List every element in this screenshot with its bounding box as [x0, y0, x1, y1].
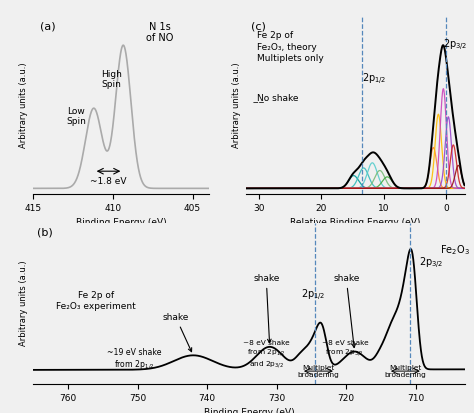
Text: Multiplet
broadening: Multiplet broadening [298, 365, 339, 378]
Text: ~19 eV shake
from 2p$_{1/2}$: ~19 eV shake from 2p$_{1/2}$ [107, 348, 161, 371]
Text: N 1s
of NO: N 1s of NO [146, 22, 173, 43]
Text: (b): (b) [37, 228, 53, 238]
Text: 2p$_{3/2}$: 2p$_{3/2}$ [419, 256, 444, 271]
Text: shake: shake [253, 274, 280, 343]
Text: Fe 2p of
Fe₂O₃ experiment: Fe 2p of Fe₂O₃ experiment [56, 291, 136, 311]
Text: Low
Spin: Low Spin [66, 107, 86, 126]
X-axis label: Binding Energy (eV): Binding Energy (eV) [203, 408, 294, 413]
Text: 2p$_{3/2}$: 2p$_{3/2}$ [443, 38, 467, 53]
Text: ~1.8 eV: ~1.8 eV [90, 177, 127, 186]
Text: (a): (a) [40, 22, 56, 32]
Text: (c): (c) [251, 22, 266, 32]
Y-axis label: Arbitrary units (a.u.): Arbitrary units (a.u.) [18, 62, 27, 148]
X-axis label: Binding Energy (eV): Binding Energy (eV) [75, 218, 166, 228]
Text: Fe 2p of
Fe₂O₃, theory
Multiplets only: Fe 2p of Fe₂O₃, theory Multiplets only [257, 31, 324, 63]
Text: ̲N̲o shake: ̲N̲o shake [257, 93, 299, 102]
Text: ~8 eV shake
from 2p$_{1/2}$
and 2p$_{3/2}$: ~8 eV shake from 2p$_{1/2}$ and 2p$_{3/2… [243, 340, 290, 370]
Y-axis label: Arbitrary units (a.u.): Arbitrary units (a.u.) [18, 261, 27, 347]
Text: Fe$_2$O$_3$: Fe$_2$O$_3$ [440, 243, 470, 257]
Text: ~8 eV shake
from 2p$_{3/2}$: ~8 eV shake from 2p$_{3/2}$ [321, 340, 368, 358]
Text: 2p$_{1/2}$: 2p$_{1/2}$ [362, 72, 386, 87]
Text: 2p$_{1/2}$: 2p$_{1/2}$ [301, 288, 326, 303]
X-axis label: Relative Binding Energy (eV): Relative Binding Energy (eV) [290, 218, 421, 228]
Y-axis label: Arbitrary units (a.u.): Arbitrary units (a.u.) [232, 62, 241, 148]
Text: shake: shake [333, 274, 359, 347]
Text: High
Spin: High Spin [101, 70, 122, 89]
Text: shake: shake [163, 313, 191, 352]
Text: Multiplet
broadening: Multiplet broadening [384, 365, 426, 378]
